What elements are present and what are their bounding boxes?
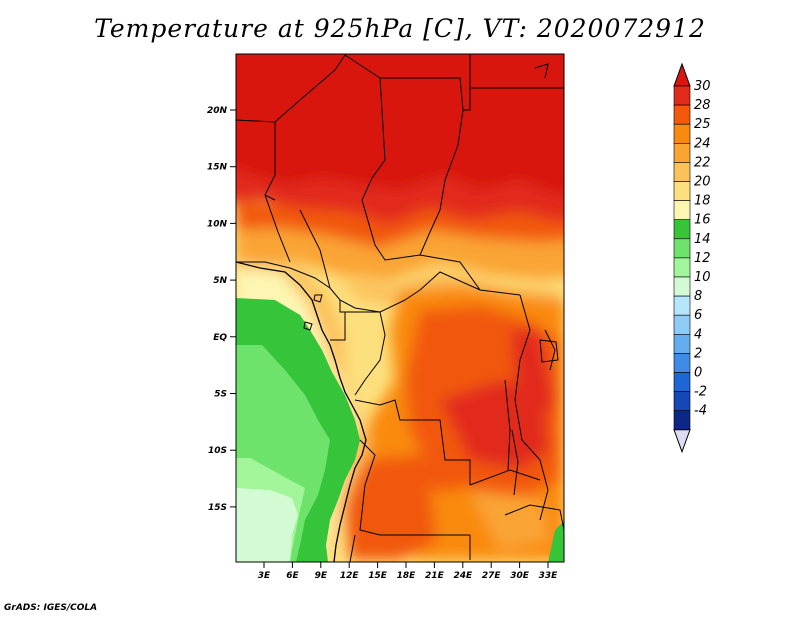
grads-credit: GrADS: IGES/COLA (4, 603, 98, 613)
colorbar-label: 20 (694, 175, 711, 190)
colorbar-label: 16 (694, 213, 711, 228)
colorbar-label: 18 (694, 194, 711, 209)
colorbar-swatch (673, 200, 691, 221)
lat-tick-label: 5N (213, 276, 227, 286)
lon-tick-label: 18E (397, 571, 417, 581)
colorbar-swatch (673, 391, 691, 412)
longitude-axis: 3E 6E 9E 12E 15E 18E 21E 24E 27E 30E 33E (258, 562, 558, 581)
colorbar-swatch (673, 353, 691, 373)
colorbar-label: 28 (694, 98, 711, 113)
colorbar-swatch (673, 257, 691, 278)
colorbar-swatch (673, 219, 691, 240)
lat-tick-label: 10N (207, 219, 228, 229)
lat-tick-label: 20N (207, 106, 228, 116)
colorbar-label: -4 (694, 404, 707, 419)
lon-tick-label: 3E (258, 571, 271, 581)
lon-tick-label: 24E (453, 571, 473, 581)
colorbar-label: 0 (694, 366, 702, 381)
colorbar-swatch (673, 372, 691, 392)
colorbar-label: 14 (694, 232, 711, 247)
colorbar-label: 24 (694, 136, 711, 151)
map-frame (235, 53, 565, 563)
colorbar-swatch (673, 276, 691, 297)
colorbar-swatch (673, 143, 691, 163)
lat-tick-label: 5S (214, 390, 227, 400)
colorbar-swatch (673, 104, 691, 125)
country-borders (236, 54, 564, 562)
colorbar-swatch (673, 333, 691, 354)
colorbar-label: 25 (694, 117, 711, 132)
colorbar-top-arrow (673, 62, 691, 87)
lon-tick-label: 6E (286, 571, 299, 581)
colorbar-label: 12 (694, 251, 711, 266)
colorbar-swatch (673, 410, 691, 431)
colorbar-swatch (673, 238, 691, 259)
colorbar-label: 22 (694, 155, 711, 170)
colorbar-swatch (673, 123, 691, 144)
lon-tick-label: 21E (425, 571, 445, 581)
lon-tick-label: 30E (510, 571, 530, 581)
lon-tick-label: 9E (315, 571, 328, 581)
map-title: Temperature at 925hPa [C], VT: 202007291… (94, 14, 706, 43)
lat-tick-label: 15S (208, 503, 227, 513)
colorbar-swatch (673, 314, 691, 335)
lat-tick-label: 15N (207, 163, 228, 173)
lon-tick-label: 12E (340, 571, 360, 581)
colorbar-bottom-arrow (673, 429, 691, 454)
lat-tick-label: EQ (213, 333, 227, 343)
latitude-axis: 20N 15N 10N 5N EQ 5S 10S 15S (207, 106, 236, 513)
colorbar-swatch (673, 181, 691, 201)
colorbar-label: 8 (694, 289, 702, 304)
colorbar-label: 6 (694, 308, 702, 323)
colorbar-label: -2 (694, 385, 707, 400)
colorbar-swatch (673, 162, 691, 182)
colorbar-label: 2 (694, 346, 702, 361)
colorbar-label: 4 (694, 327, 702, 342)
colorbar-label: 10 (694, 270, 711, 285)
lon-tick-label: 15E (368, 571, 388, 581)
lat-tick-label: 10S (208, 446, 227, 456)
lon-tick-label: 33E (539, 571, 559, 581)
colorbar-swatch (673, 85, 691, 106)
colorbar-label: 30 (694, 79, 711, 94)
lon-tick-label: 27E (482, 571, 502, 581)
colorbar-swatch (673, 295, 691, 316)
temperature-field (236, 54, 564, 562)
